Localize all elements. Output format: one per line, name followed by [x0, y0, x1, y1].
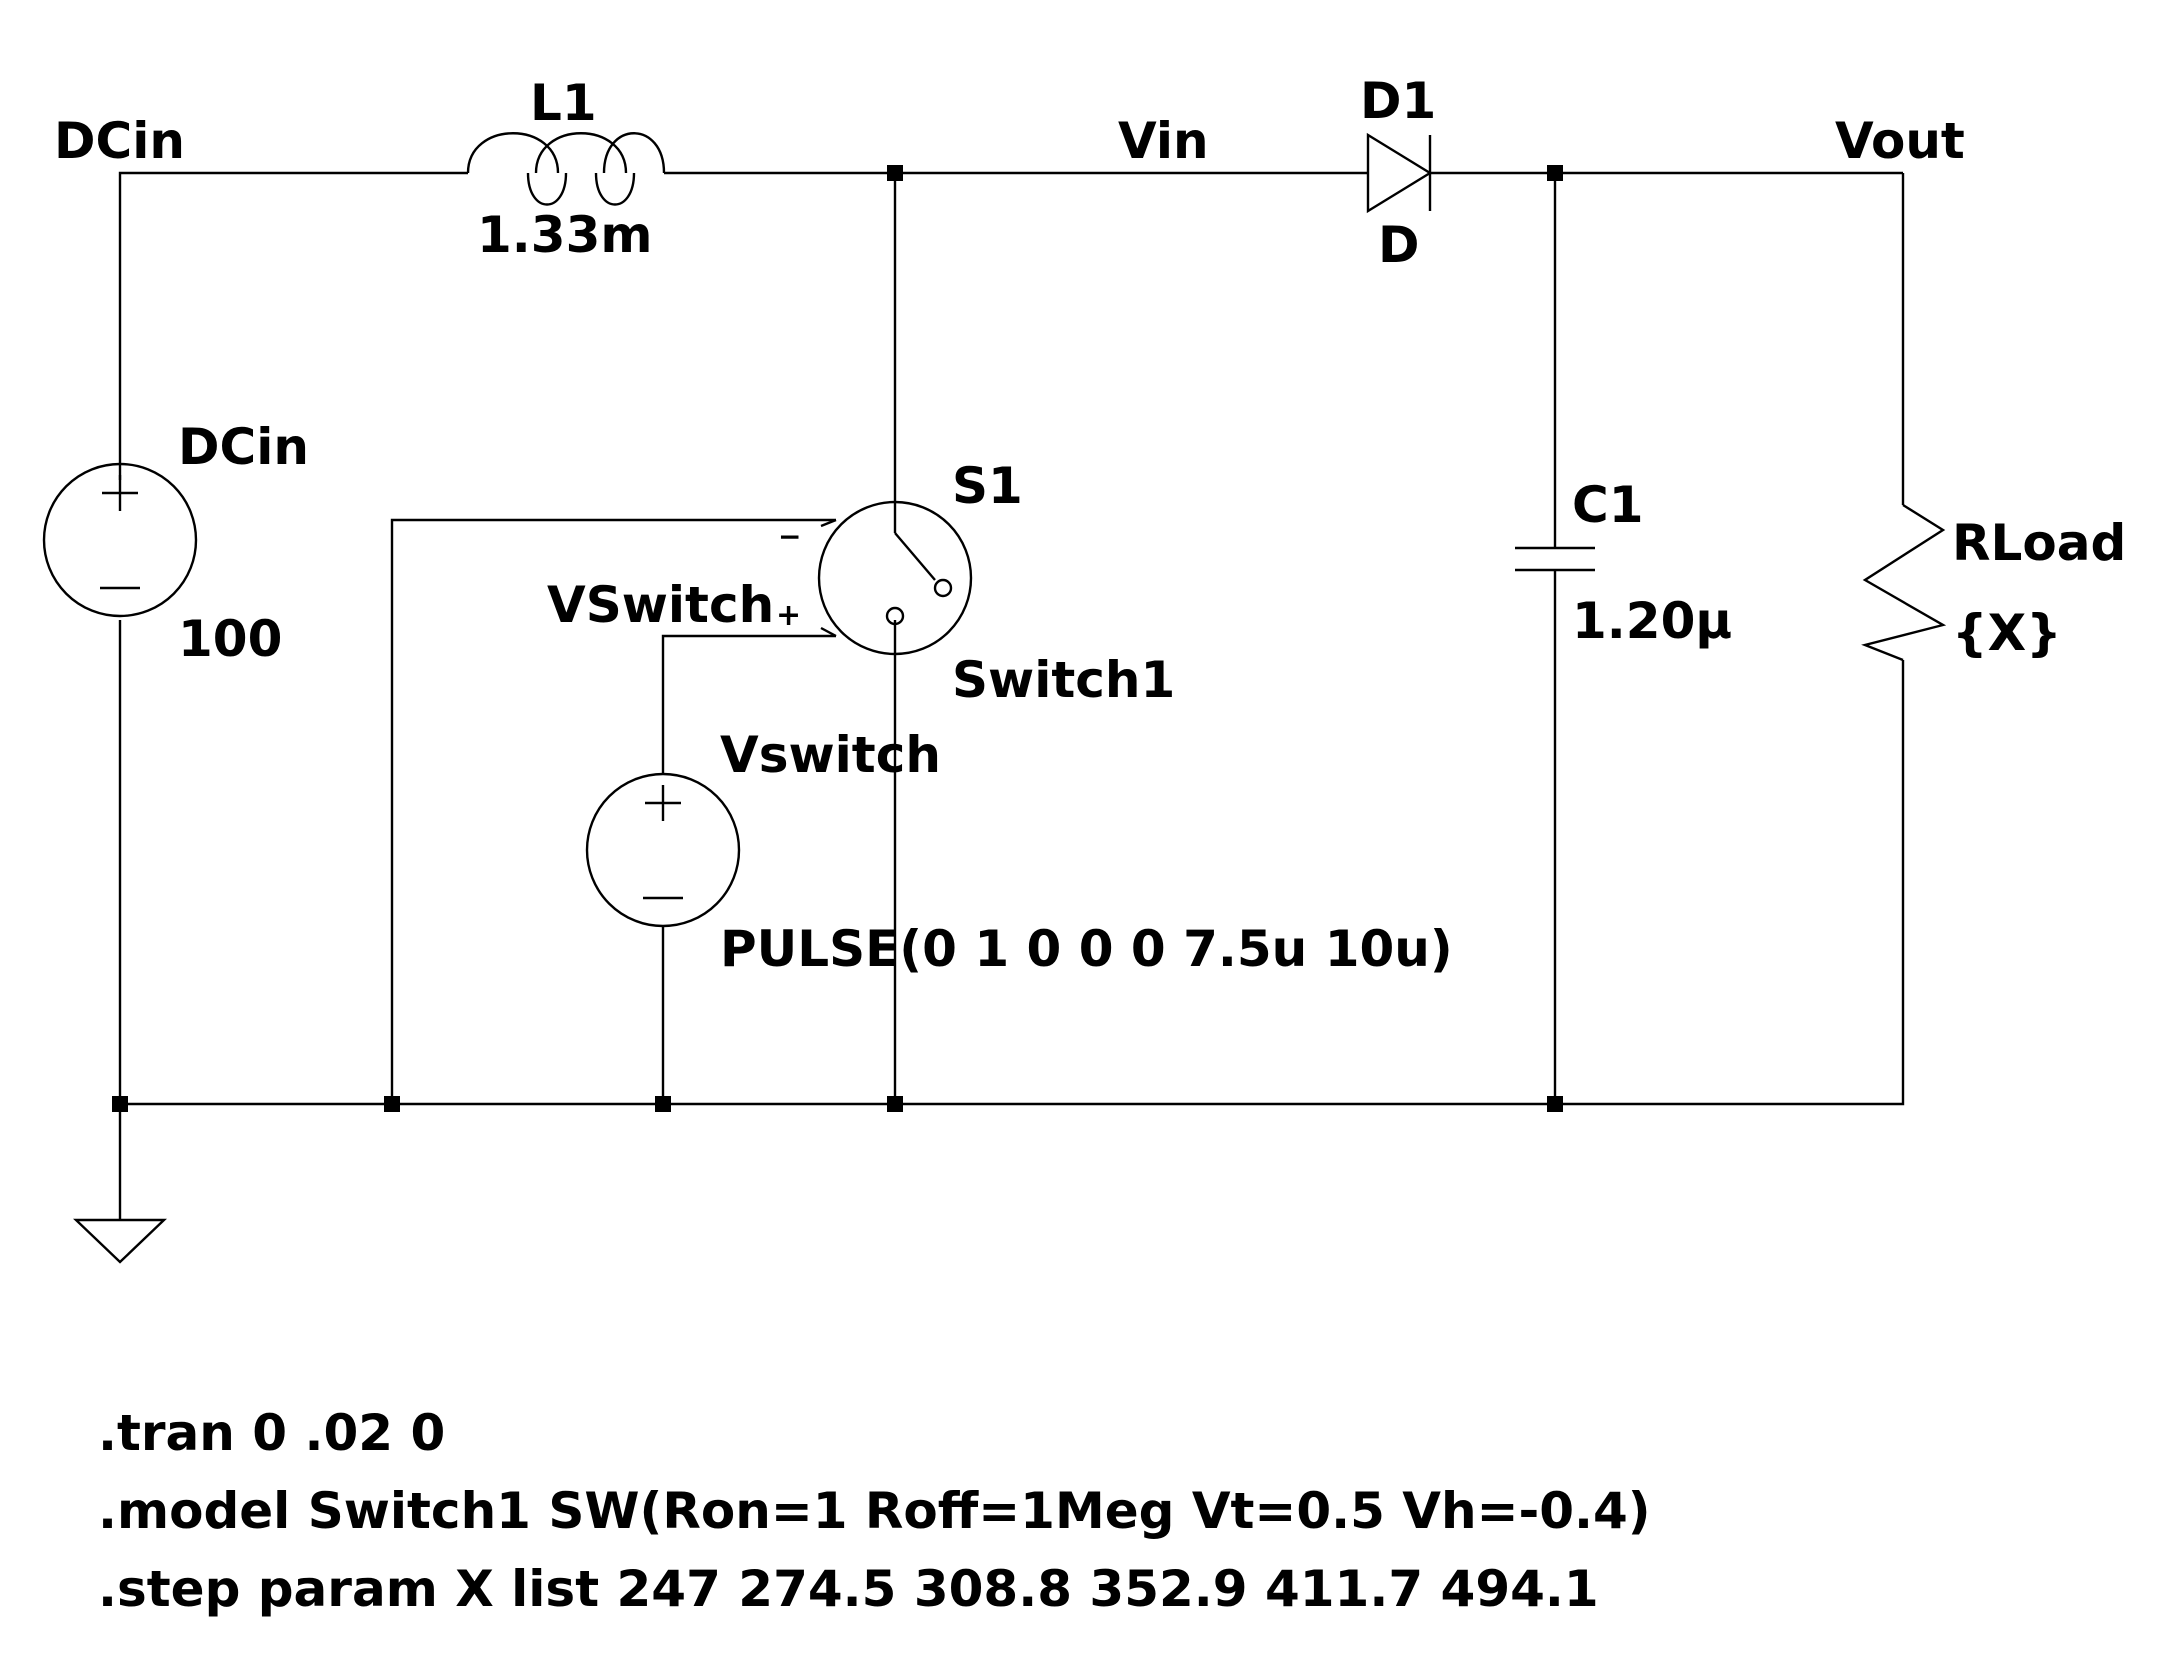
junction-dot	[655, 1096, 671, 1112]
directive-model: .model Switch1 SW(Ron=1 Roff=1Meg Vt=0.5…	[98, 1482, 1651, 1540]
d1-value: D	[1378, 216, 1420, 274]
junction-dot	[1547, 1096, 1563, 1112]
net-label-dcin: DCin	[54, 112, 185, 170]
wire-dcin-net	[118, 171, 468, 480]
ground-symbol	[73, 1218, 167, 1264]
capacitor-c1	[1515, 546, 1595, 572]
junction-dot	[887, 1096, 903, 1112]
c1-ref: C1	[1572, 476, 1643, 534]
s1-control-net: VSwitch	[547, 576, 774, 634]
diode-d1	[1366, 132, 1433, 214]
switch-circle	[817, 500, 973, 656]
l1-ref: L1	[530, 74, 597, 132]
labels: DCin Vin Vout L1 1.33m D1 D C1 1.20µ RLo…	[54, 72, 2126, 978]
directive-step: .step param X list 247 274.5 308.8 352.9…	[98, 1560, 1599, 1618]
inductor-l1	[466, 132, 666, 206]
s1-ref: S1	[952, 457, 1023, 515]
switch-blade	[894, 532, 936, 581]
vswitch-source-value: PULSE(0 1 0 0 0 7.5u 10u)	[720, 920, 1453, 978]
net-label-vout: Vout	[1835, 112, 1965, 170]
switch-s1	[817, 500, 973, 656]
junction-dot	[1547, 165, 1563, 181]
junctions	[112, 165, 1563, 1112]
wire-ground-rail	[120, 660, 1905, 1106]
s1-plus-pin: +	[776, 598, 801, 633]
switch-lead-plus	[820, 626, 837, 638]
rload-value: {X}	[1952, 604, 2062, 662]
voltage-source-vswitch	[585, 772, 741, 928]
d1-ref: D1	[1360, 72, 1436, 130]
resistor-rload	[1861, 503, 1947, 662]
vswitch-source-ref: Vswitch	[720, 726, 941, 784]
source-circle	[42, 462, 198, 618]
wires	[118, 171, 1905, 1220]
voltage-source-dcin	[42, 462, 198, 618]
source-circle	[585, 772, 741, 928]
junction-dot	[887, 165, 903, 181]
junction-dot	[384, 1096, 400, 1112]
s1-model: Switch1	[952, 651, 1175, 709]
wire-switch-plus	[661, 634, 836, 775]
resistor-zigzag	[1861, 503, 1947, 662]
switch-lead-minus	[820, 518, 837, 528]
switch-contact	[885, 606, 905, 626]
inductor-coil	[466, 132, 666, 206]
spice-directives: .tran 0 .02 0 .model Switch1 SW(Ron=1 Ro…	[98, 1404, 1651, 1618]
wire-switch-minus	[390, 518, 836, 1104]
directive-tran: .tran 0 .02 0	[98, 1404, 445, 1462]
dcin-source-ref: DCin	[178, 418, 309, 476]
net-label-vin: Vin	[1118, 112, 1209, 170]
junction-dot	[112, 1096, 128, 1112]
diode-triangle	[1366, 132, 1433, 214]
dcin-source-value: 100	[178, 610, 282, 668]
s1-minus-pin: −	[778, 520, 801, 553]
l1-value: 1.33m	[477, 206, 652, 264]
ground-icon	[73, 1218, 167, 1264]
switch-contact	[933, 578, 953, 598]
c1-value: 1.20µ	[1572, 592, 1732, 650]
rload-ref: RLoad	[1952, 514, 2126, 572]
